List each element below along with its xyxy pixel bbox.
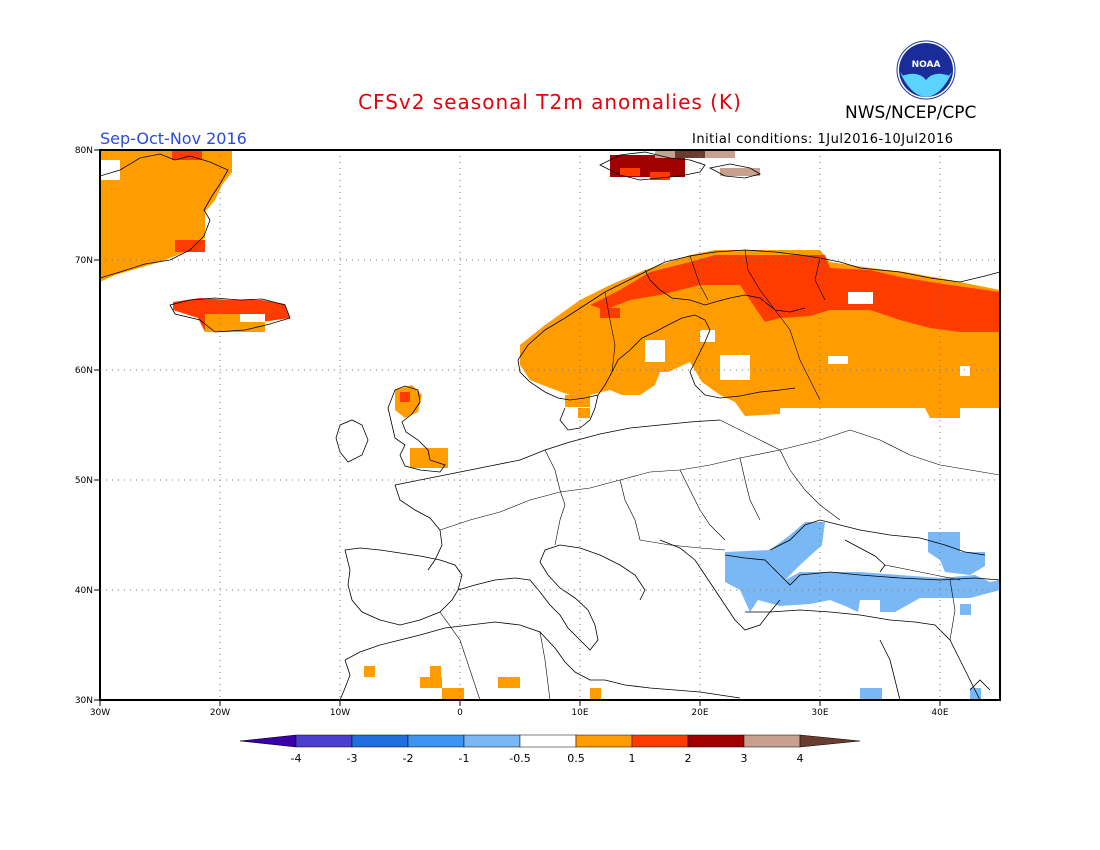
lat-tick-label: 50N [75,476,93,486]
anomaly-england [410,448,448,468]
colorbar-label: 3 [740,752,748,765]
colorbar-label: -1 [458,752,470,765]
lat-tick-label: 80N [75,146,93,156]
anomaly-scandinavia-hot [590,255,1000,332]
lat-tick-label: 60N [75,366,93,376]
anomaly-black-sea-cool [725,522,1000,612]
chart-title: CFSv2 seasonal T2m anomalies (K) [358,90,742,114]
lat-tick-label: 30N [75,696,93,706]
anomaly-caucasus-cool [928,532,985,575]
agency-label: NWS/NCEP/CPC [845,103,977,123]
colorbar-label: -2 [402,752,414,765]
season-label: Sep-Oct-Nov 2016 [100,129,247,148]
colorbar-segment [351,734,409,748]
lat-tick-label: 70N [75,256,93,266]
lon-tick-label: 30E [811,708,828,718]
colorbar-segment [631,734,689,748]
axis-ticks [94,149,941,706]
colorbar-label: -4 [290,752,302,765]
gridlines [100,150,1000,700]
colorbar-segment [743,734,801,748]
initial-conditions-label: Initial conditions: 1Jul2016-10Jul2016 [692,132,954,147]
lon-tick-label: 0 [457,708,463,718]
colorbar-segment [799,734,861,748]
lon-tick-labels: 30W 20W 10W 0 10E 20E 30E 40E [90,708,949,718]
lon-tick-label: 30W [90,708,110,718]
anomaly-greenland-hot [172,150,202,160]
country-borders [439,249,1000,700]
noaa-logo-icon: NOAA [896,40,956,100]
lon-tick-label: 20E [691,708,708,718]
colorbar [239,734,861,748]
logo-text: NOAA [912,60,941,70]
lon-tick-label: 40E [931,708,948,718]
colorbar-label: 1 [628,752,636,765]
colorbar-label: -0.5 [509,752,531,765]
anomaly-svalbard-brown [675,150,705,158]
coastlines [100,151,1000,700]
colorbar-label: -3 [346,752,358,765]
lon-tick-label: 10E [571,708,588,718]
colorbar-label: 0.5 [567,752,585,765]
map-frame [99,149,1001,701]
lon-tick-label: 10W [330,708,350,718]
colorbar-segment [463,734,521,748]
lat-tick-labels: 80N 70N 60N 50N 40N 30N [75,146,93,706]
colorbar-label: 2 [684,752,692,765]
colorbar-segment [575,734,633,748]
lat-tick-label: 40N [75,586,93,596]
anomaly-africa-1 [364,666,375,677]
anomaly-fields [100,150,1000,699]
anomaly-denmark [565,395,590,407]
anomaly-greenland [100,150,232,282]
colorbar-segment [519,734,577,748]
colorbar-segment [687,734,745,748]
colorbar-segment [239,734,297,748]
colorbar-label: 4 [796,752,804,765]
lon-tick-label: 20W [210,708,230,718]
colorbar-segment [407,734,465,748]
colorbar-segment [295,734,353,748]
